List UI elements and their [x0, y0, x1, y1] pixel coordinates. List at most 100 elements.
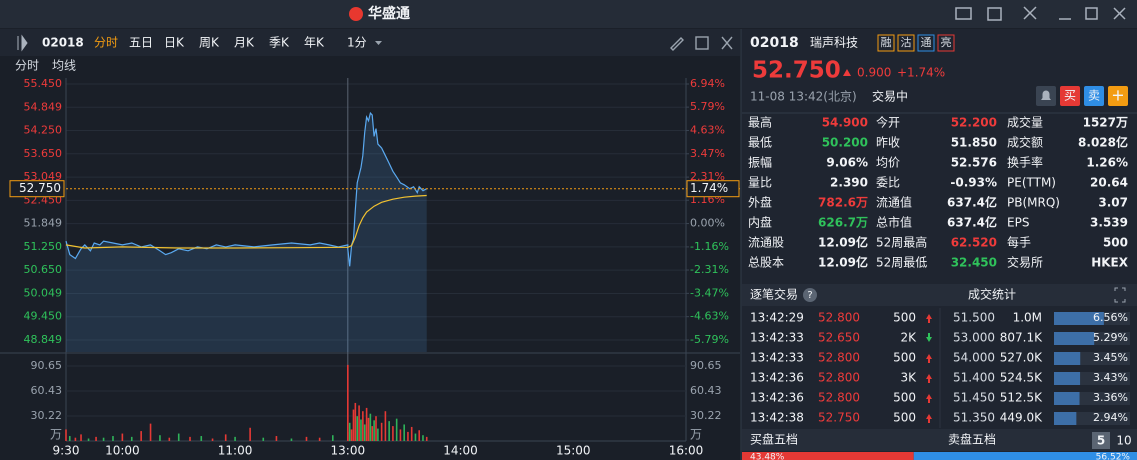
- bid-label: 43.48%: [750, 453, 785, 460]
- stat-value: 2.390: [830, 176, 868, 190]
- quote-status: 交易中: [872, 89, 908, 104]
- dropdown-arrow[interactable]: [375, 41, 382, 45]
- trade-time: 13:42:38: [750, 411, 804, 425]
- window-controls[interactable]: [955, 6, 1126, 21]
- current-price-label: 52.750: [19, 181, 61, 195]
- share-label: 2.94%: [1093, 411, 1128, 424]
- volume-bar: [80, 434, 82, 441]
- period-tab[interactable]: 年K: [304, 36, 325, 50]
- bell-icon[interactable]: [1041, 90, 1051, 101]
- level-10[interactable]: 10: [1116, 434, 1131, 448]
- volume-bar: [425, 436, 428, 441]
- level-5-button[interactable]: [1092, 432, 1110, 449]
- help-label[interactable]: ?: [807, 290, 812, 301]
- trade-price: 52.800: [818, 391, 860, 405]
- sell-button[interactable]: [1084, 86, 1104, 106]
- stat-value: 782.6万: [818, 196, 868, 210]
- volume-bar: [380, 422, 383, 441]
- y2-tick-label: -5.79%: [690, 333, 729, 346]
- y2-tick-label: -1.16%: [690, 240, 729, 253]
- mail-icon[interactable]: [955, 7, 972, 20]
- x-tick-label: 14:00: [443, 444, 478, 458]
- volume-bar: [102, 437, 105, 441]
- x-tick-label: 11:00: [218, 444, 253, 458]
- y2-tick-label: 0.00%: [690, 217, 725, 230]
- stat-label: 今开: [876, 115, 900, 130]
- quote-tag: [937, 34, 955, 52]
- collapse-tool[interactable]: [721, 36, 733, 50]
- chart-panel: [0, 56, 740, 460]
- volume-bar: [65, 429, 67, 441]
- fullscreen-tool[interactable]: [695, 36, 709, 50]
- y-tick-label: 53.049: [24, 170, 63, 183]
- draw-tool[interactable]: [670, 37, 684, 51]
- expand-icon[interactable]: [1114, 287, 1126, 303]
- stat-value: 12.09亿: [818, 255, 868, 270]
- quote-tag-label: 亮: [941, 35, 952, 49]
- volume-bar: [262, 437, 265, 441]
- trade-direction: [926, 333, 932, 342]
- trade-volume: 500: [893, 311, 916, 325]
- chart-tools[interactable]: [670, 36, 733, 51]
- volume-bar: [422, 435, 424, 441]
- volume-bar: [318, 437, 321, 441]
- trade-volume: 500: [893, 411, 916, 425]
- volume-bar: [149, 423, 152, 441]
- trade-direction: [926, 314, 932, 323]
- interval-select[interactable]: 1分: [347, 36, 367, 50]
- skin-icon[interactable]: [987, 7, 1002, 21]
- y2-tick-label: -2.31%: [690, 263, 729, 276]
- volume-bar: [399, 429, 402, 441]
- level-5[interactable]: 5: [1097, 434, 1105, 448]
- period-tab[interactable]: 分时: [94, 36, 118, 50]
- volume-bar: [388, 421, 390, 441]
- trade-direction: [926, 414, 932, 423]
- add-label[interactable]: +: [1111, 86, 1124, 105]
- ask-label: 56.52%: [1096, 453, 1131, 460]
- period-tab[interactable]: 月K: [234, 36, 255, 50]
- period-tab[interactable]: 日K: [164, 36, 185, 50]
- add-button[interactable]: [1108, 86, 1128, 106]
- sell-label[interactable]: 卖: [1088, 89, 1100, 103]
- y2-tick-label: -3.47%: [690, 286, 729, 299]
- close-icon[interactable]: [1113, 7, 1126, 20]
- buy-label[interactable]: 买: [1064, 89, 1076, 103]
- volume-bar: [331, 435, 334, 441]
- volume-bar: [350, 429, 353, 441]
- volume-bar: [275, 436, 278, 441]
- volume-stats-title: 成交统计: [968, 287, 1016, 302]
- trade-volume: 2K: [900, 331, 917, 345]
- trade-direction: [926, 354, 932, 363]
- period-tab[interactable]: 周K: [199, 36, 220, 50]
- share-label: 3.43%: [1093, 371, 1128, 384]
- price-area: [66, 113, 427, 352]
- share-label: 3.45%: [1093, 351, 1128, 364]
- y2-tick-label: 2.31%: [690, 170, 725, 183]
- volume-tick-label: 90.65: [31, 359, 63, 372]
- share-bar: [1054, 372, 1081, 385]
- stat-value: 626.7万: [818, 216, 868, 230]
- stat-label: 成交量: [1007, 115, 1043, 130]
- volume-bar: [347, 364, 349, 441]
- stat-value: 8.028亿: [1078, 135, 1128, 150]
- quote-name: 瑞声科技: [810, 36, 858, 50]
- volume-bar: [189, 436, 191, 441]
- volume-tick-label: 30.22: [690, 409, 722, 422]
- y-tick-label: 49.450: [24, 310, 63, 323]
- stat-value: 1.26%: [1086, 156, 1128, 170]
- volume-bar: [354, 402, 357, 441]
- trade-time: 13:42:36: [750, 391, 804, 405]
- trade-price: 52.800: [818, 371, 860, 385]
- period-tab[interactable]: 五日: [129, 36, 153, 50]
- restore-icon[interactable]: [1023, 6, 1037, 20]
- sidebar-toggle[interactable]: [17, 34, 28, 52]
- maximize-icon[interactable]: [1085, 7, 1098, 20]
- trade-price: 52.750: [818, 411, 860, 425]
- stat-value: 3.539: [1090, 216, 1128, 230]
- stat-volume: 524.5K: [1000, 371, 1043, 385]
- help-icon[interactable]: [803, 288, 817, 302]
- buy-button[interactable]: [1060, 86, 1080, 106]
- period-tab[interactable]: 季K: [269, 36, 290, 50]
- volume-bar: [224, 434, 227, 441]
- y2-tick-label: 6.94%: [690, 77, 725, 90]
